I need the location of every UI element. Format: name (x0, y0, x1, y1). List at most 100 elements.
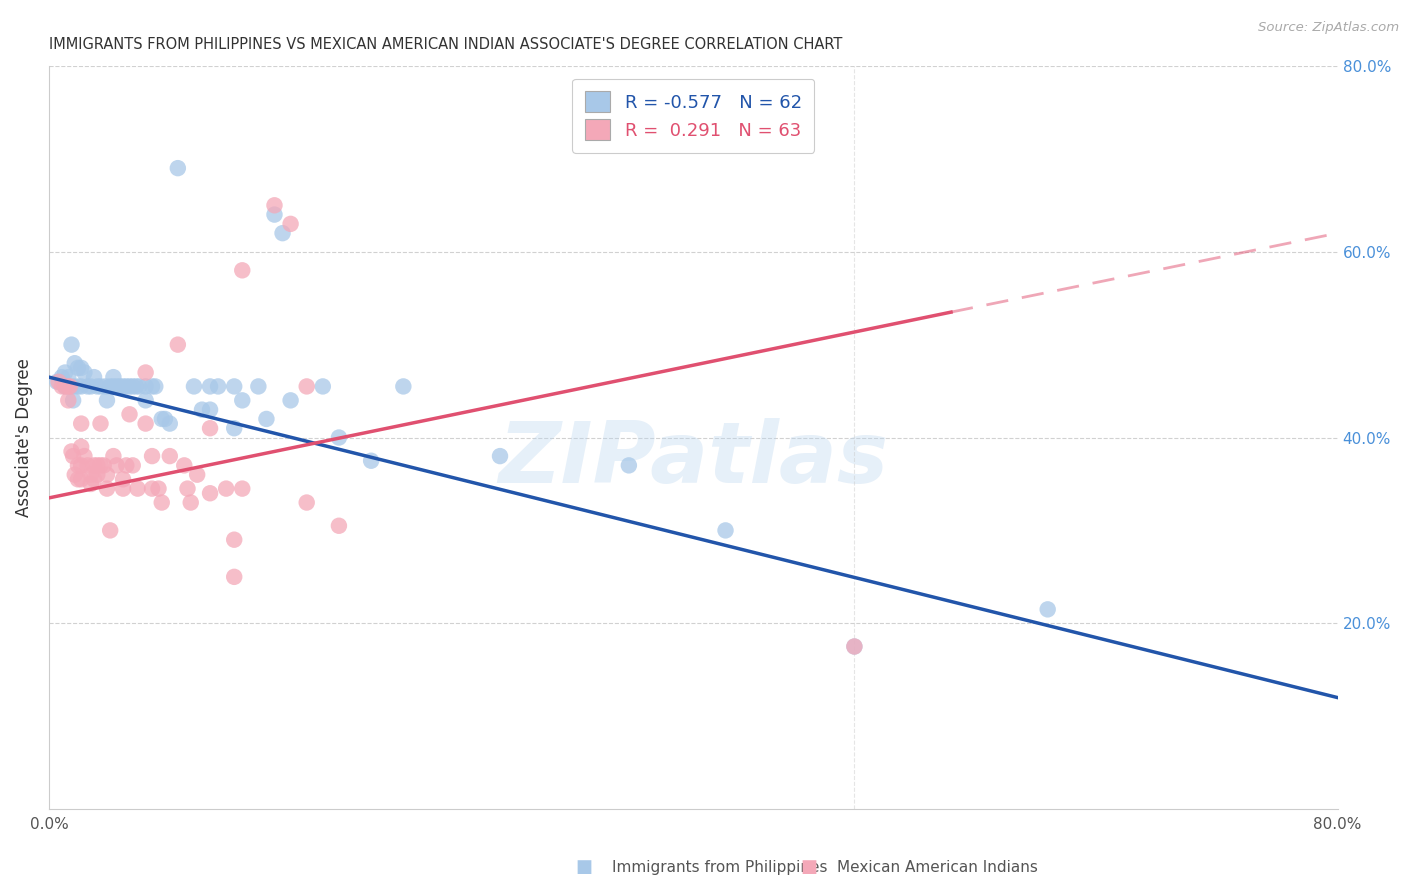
Text: ■: ■ (575, 858, 592, 876)
Point (392, 379, 415, 393)
Point (153, 412, 176, 426)
Point (125, 379, 148, 393)
Point (103, 379, 125, 393)
Point (105, 458, 128, 473)
Point (59, 379, 82, 393)
Point (105, 379, 128, 393)
Point (53, 379, 76, 393)
Text: Mexican American Indians: Mexican American Indians (837, 860, 1038, 874)
Point (166, 337, 188, 351)
Point (60, 337, 83, 351)
Point (66, 472, 89, 486)
Point (150, 495, 173, 509)
Point (115, 458, 138, 473)
Legend: R = -0.577   N = 62, R =  0.291   N = 63: R = -0.577 N = 62, R = 0.291 N = 63 (572, 78, 814, 153)
Point (141, 482, 163, 496)
Point (207, 379, 229, 393)
Point (51, 370, 73, 384)
Text: Source: ZipAtlas.com: Source: ZipAtlas.com (1258, 21, 1399, 34)
Point (73, 366, 96, 380)
Point (48, 375, 70, 389)
Point (231, 482, 253, 496)
Point (714, 524, 737, 538)
Point (180, 495, 202, 509)
Point (112, 379, 135, 393)
Point (63, 467, 86, 482)
Point (198, 402, 221, 417)
Point (83, 370, 105, 384)
Point (121, 379, 143, 393)
Point (83, 458, 105, 473)
Point (70, 458, 93, 473)
Point (135, 379, 157, 393)
Point (224, 570, 246, 584)
Point (118, 407, 141, 421)
Point (58, 370, 80, 384)
Point (89, 379, 111, 393)
Point (94, 379, 117, 393)
Point (51, 379, 73, 393)
Point (89, 458, 111, 473)
Point (263, 208, 285, 222)
Point (70, 417, 93, 431)
Text: Immigrants from Philippines: Immigrants from Philippines (612, 860, 827, 874)
Point (98, 379, 121, 393)
Point (76, 458, 98, 473)
Point (103, 449, 125, 463)
Point (224, 379, 246, 393)
Point (121, 458, 143, 473)
Point (159, 449, 181, 463)
Point (58, 379, 80, 393)
Point (489, 449, 512, 463)
Point (80, 477, 103, 491)
Point (60, 444, 83, 458)
Point (62, 449, 84, 463)
Point (1036, 602, 1059, 616)
Point (617, 458, 640, 473)
Point (89, 417, 111, 431)
Point (118, 379, 141, 393)
Point (150, 412, 173, 426)
Point (141, 379, 163, 393)
Point (224, 533, 246, 547)
Point (66, 379, 89, 393)
Point (328, 430, 350, 444)
Y-axis label: Associate's Degree: Associate's Degree (15, 358, 32, 517)
Point (70, 472, 93, 486)
Point (70, 440, 93, 454)
Point (70, 360, 93, 375)
Text: IMMIGRANTS FROM PHILIPPINES VS MEXICAN AMERICAN INDIAN ASSOCIATE'S DEGREE CORREL: IMMIGRANTS FROM PHILIPPINES VS MEXICAN A… (49, 37, 842, 53)
Point (83, 472, 105, 486)
Point (280, 393, 302, 408)
Point (844, 640, 866, 654)
Point (254, 412, 277, 426)
Point (115, 379, 138, 393)
Point (360, 454, 382, 468)
Point (93, 458, 115, 473)
Point (215, 482, 238, 496)
Point (247, 379, 270, 393)
Point (198, 486, 221, 500)
Point (103, 370, 125, 384)
Point (96, 482, 118, 496)
Point (135, 417, 157, 431)
Point (166, 161, 188, 176)
Point (198, 379, 221, 393)
Point (108, 379, 131, 393)
Point (53, 379, 76, 393)
Point (62, 393, 84, 408)
Point (295, 495, 318, 509)
Point (263, 198, 285, 212)
Point (143, 379, 166, 393)
Point (186, 467, 208, 482)
Point (231, 263, 253, 277)
Point (198, 421, 221, 435)
Point (141, 449, 163, 463)
Text: ZIPatlas: ZIPatlas (498, 418, 889, 501)
Point (312, 379, 335, 393)
Point (231, 393, 253, 408)
Point (112, 482, 135, 496)
Point (128, 379, 150, 393)
Point (280, 217, 302, 231)
Point (98, 524, 121, 538)
